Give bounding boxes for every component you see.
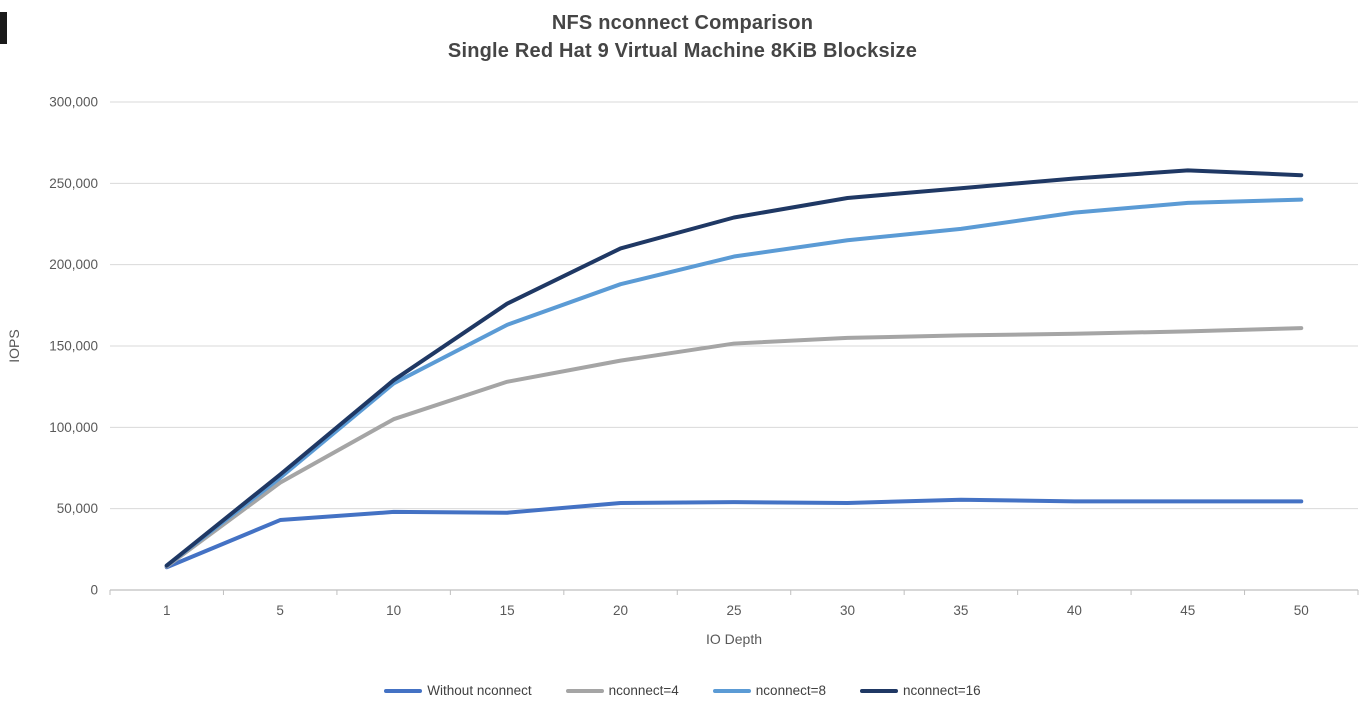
legend-item[interactable]: nconnect=8 xyxy=(712,683,826,698)
legend-label: nconnect=4 xyxy=(608,683,679,698)
legend-label: nconnect=16 xyxy=(902,683,981,698)
y-tick-label: 200,000 xyxy=(49,257,98,272)
series-line-without-nconnect xyxy=(164,497,1304,570)
y-tick-label: 100,000 xyxy=(49,420,98,435)
legend-item[interactable]: Without nconnect xyxy=(384,683,532,698)
x-tick-label: 20 xyxy=(613,603,628,618)
x-tick-label: 15 xyxy=(500,603,515,618)
y-tick-label: 0 xyxy=(90,583,98,598)
y-tick-label: 250,000 xyxy=(49,176,98,191)
x-tick-label: 1 xyxy=(163,603,171,618)
legend-label: Without nconnect xyxy=(427,683,532,698)
legend-item[interactable]: nconnect=4 xyxy=(565,683,679,698)
x-tick-label: 30 xyxy=(840,603,855,618)
y-tick-label: 150,000 xyxy=(49,339,98,354)
series-line-nconnect-16 xyxy=(164,168,1304,568)
x-tick-label: 50 xyxy=(1294,603,1309,618)
screen-edge-artifact xyxy=(0,12,7,44)
series-line-nconnect-8 xyxy=(164,197,1304,568)
y-axis-title: IOPS xyxy=(6,329,22,363)
x-tick-label: 35 xyxy=(953,603,968,618)
legend-line-swatch xyxy=(384,688,423,693)
legend-line-swatch xyxy=(565,688,604,693)
x-tick-label: 25 xyxy=(726,603,741,618)
series-line-nconnect-4 xyxy=(164,326,1304,569)
x-tick-label: 45 xyxy=(1180,603,1195,618)
legend-label: nconnect=8 xyxy=(755,683,826,698)
legend-item[interactable]: nconnect=16 xyxy=(859,683,981,698)
chart-legend: Without nconnect nconnect=4 nconnect=8 ncon… xyxy=(0,683,1365,698)
x-tick-label: 5 xyxy=(276,603,284,618)
x-axis-title: IO Depth xyxy=(705,631,763,647)
x-tick-label: 40 xyxy=(1067,603,1082,618)
legend-line-swatch xyxy=(712,688,751,693)
chart-subtitle: Single Red Hat 9 Virtual Machine 8KiB Bl… xyxy=(447,40,918,62)
x-tick-label: 10 xyxy=(386,603,401,618)
y-tick-label: 50,000 xyxy=(57,501,98,516)
y-tick-label: 300,000 xyxy=(49,95,98,110)
legend-line-swatch xyxy=(859,688,898,693)
chart-title: NFS nconnect Comparison xyxy=(551,12,814,34)
